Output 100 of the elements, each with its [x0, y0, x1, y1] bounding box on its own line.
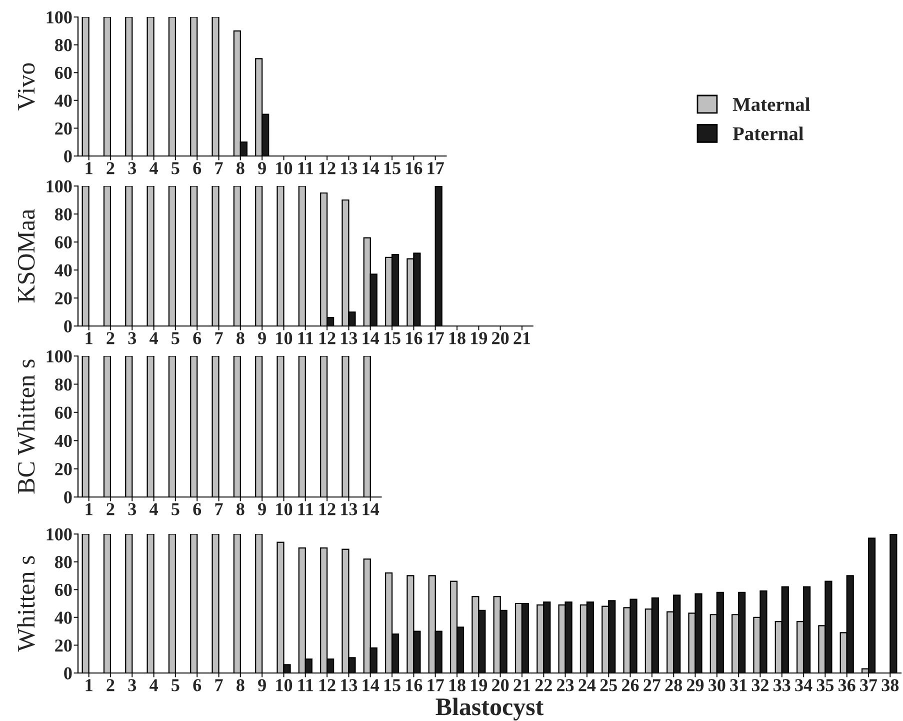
x-tick-label: 5 — [172, 503, 180, 516]
x-tick-label: 3 — [128, 679, 136, 692]
y-axis-title: Vivo — [18, 63, 35, 110]
x-tick-label: 26 — [622, 679, 639, 692]
x-tick-label: 2 — [106, 679, 114, 692]
y-tick-label: 40 — [54, 94, 72, 107]
x-tick-label: 12 — [319, 332, 336, 344]
y-tick-label: 20 — [55, 463, 72, 476]
x-tick-label: 22 — [535, 679, 552, 692]
x-tick-label: 4 — [150, 332, 158, 344]
x-tick-label: 15 — [384, 679, 400, 692]
x-tick-label: 17 — [428, 162, 444, 174]
y-tick-label: 0 — [64, 491, 72, 504]
x-tick-label: 16 — [406, 332, 422, 344]
x-tick-label: 3 — [128, 503, 136, 516]
y-tick-label: 20 — [55, 639, 72, 652]
x-tick-label: 7 — [215, 679, 223, 692]
x-tick-label: 30 — [708, 679, 726, 692]
x-tick-label: 12 — [319, 162, 336, 174]
x-tick-label: 8 — [236, 503, 244, 516]
x-tick-label: 16 — [406, 679, 422, 692]
x-tick-label: 3 — [128, 162, 136, 174]
x-tick-label: 15 — [384, 332, 400, 344]
x-tick-label: 11 — [298, 162, 314, 174]
x-tick-label: 24 — [578, 679, 596, 692]
x-tick-label: 11 — [298, 503, 314, 516]
x-tick-label: 12 — [319, 503, 336, 516]
x-tick-label: 34 — [795, 679, 812, 692]
x-tick-label: 21 — [514, 332, 530, 344]
x-tick-label: 19 — [471, 332, 488, 344]
x-tick-label: 36 — [838, 679, 856, 692]
x-tick-label: 20 — [492, 332, 509, 344]
x-tick-label: 14 — [362, 503, 380, 516]
y-tick-label: 60 — [55, 236, 72, 248]
x-tick-label: 27 — [644, 679, 661, 692]
x-tick-label: 9 — [258, 162, 266, 174]
x-tick-label: 9 — [258, 679, 266, 692]
x-tick-label: 6 — [193, 162, 202, 174]
x-tick-label: 10 — [276, 503, 292, 516]
x-tick-label: 8 — [236, 679, 244, 692]
x-tick-label: 4 — [150, 162, 158, 174]
x-tick-label: 2 — [106, 332, 114, 344]
y-tick-label: 0 — [64, 320, 72, 332]
x-tick-label: 7 — [215, 332, 223, 344]
x-tick-label: 33 — [774, 679, 790, 692]
y-tick-label: 40 — [54, 612, 72, 624]
y-tick-label: 80 — [54, 208, 72, 220]
x-tick-label: 7 — [215, 162, 223, 174]
x-tick-label: 1 — [86, 679, 92, 692]
x-tick-label: 7 — [215, 503, 223, 516]
x-tick-label: 16 — [406, 162, 422, 174]
x-tick-label: 18 — [449, 679, 466, 692]
y-axis-title: BC Whitten s — [17, 360, 35, 494]
x-tick-label: 17 — [428, 332, 444, 344]
y-axis-title: Whitten s — [17, 556, 35, 652]
y-tick-label: 60 — [55, 584, 72, 596]
x-tick-label: 1 — [86, 332, 92, 344]
x-tick-label: 15 — [384, 162, 400, 174]
y-tick-label: 0 — [64, 150, 72, 162]
y-tick-label: 40 — [54, 264, 72, 276]
x-tick-label: 3 — [128, 332, 136, 344]
x-tick-label: 4 — [150, 679, 158, 692]
x-tick-label: 10 — [276, 162, 292, 174]
x-tick-label: 13 — [341, 332, 358, 344]
y-tick-label: 100 — [46, 11, 72, 24]
x-tick-label: 35 — [816, 679, 834, 692]
x-tick-label: 20 — [492, 679, 509, 692]
x-tick-label: 6 — [193, 332, 202, 344]
x-tick-label: 23 — [557, 679, 574, 692]
x-axis-title: Blastocyst — [436, 698, 544, 720]
x-tick-label: 12 — [319, 679, 336, 692]
x-tick-label: 8 — [236, 332, 244, 344]
x-tick-label: 25 — [600, 679, 617, 692]
x-tick-label: 38 — [882, 679, 899, 692]
x-tick-label: 2 — [106, 503, 114, 516]
y-axis-title: KSOMaa — [18, 209, 35, 302]
x-tick-label: 1 — [86, 162, 92, 174]
x-tick-label: 9 — [258, 332, 266, 344]
x-tick-label: 13 — [341, 503, 358, 516]
y-tick-label: 80 — [54, 39, 72, 52]
y-tick-label: 0 — [64, 667, 72, 680]
y-tick-label: 40 — [54, 434, 72, 448]
x-tick-label: 18 — [449, 332, 466, 344]
x-tick-label: 11 — [298, 679, 314, 692]
y-tick-label: 60 — [55, 66, 72, 80]
x-tick-label: 11 — [298, 332, 314, 344]
x-tick-label: 14 — [362, 679, 380, 692]
x-tick-label: 9 — [258, 503, 266, 516]
x-tick-label: 6 — [193, 679, 202, 692]
legend-label: Maternal — [732, 97, 810, 112]
y-tick-label: 80 — [54, 378, 72, 391]
x-tick-label: 28 — [665, 679, 682, 692]
x-tick-label: 14 — [362, 162, 380, 174]
x-tick-label: 10 — [276, 679, 292, 692]
x-tick-label: 5 — [172, 162, 180, 174]
x-tick-label: 8 — [236, 162, 244, 174]
x-tick-label: 2 — [106, 162, 114, 174]
x-tick-label: 31 — [730, 679, 747, 692]
y-tick-label: 20 — [55, 292, 72, 304]
x-tick-label: 29 — [686, 679, 704, 692]
